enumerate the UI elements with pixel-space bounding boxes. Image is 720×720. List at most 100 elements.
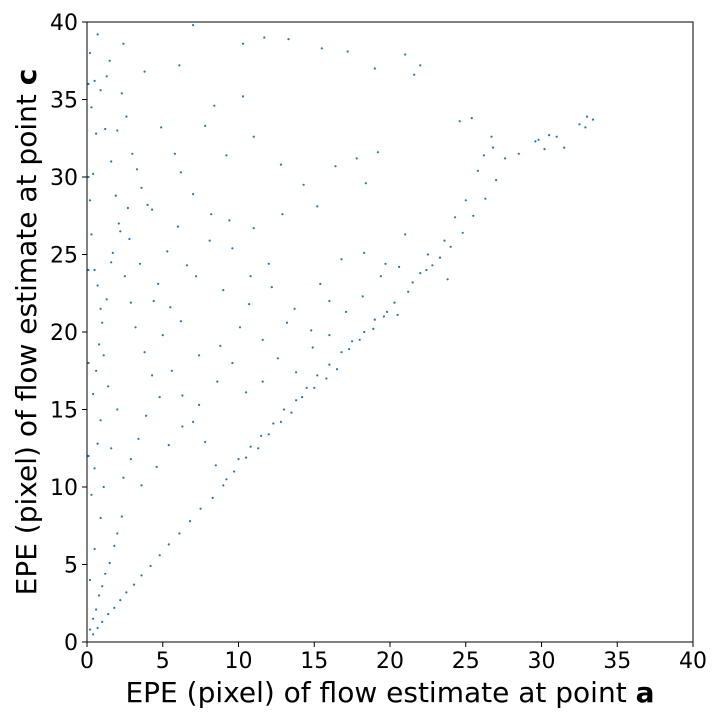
scatter-point — [413, 73, 416, 76]
scatter-point — [143, 351, 146, 354]
scatter-point — [276, 357, 279, 360]
scatter-point — [93, 547, 96, 551]
scatter-point — [114, 194, 117, 197]
scatter-point — [302, 183, 305, 186]
scatter-point — [543, 148, 546, 151]
y-axis-ticks: 0 5 10 15 20 25 30 35 40 — [50, 11, 87, 656]
scatter-point — [281, 213, 284, 216]
scatter-point — [446, 278, 449, 281]
scatter-point — [285, 321, 289, 324]
scatter-point — [263, 36, 266, 39]
scatter-point — [90, 106, 93, 109]
scatter-point — [534, 140, 537, 143]
scatter-point — [126, 206, 129, 210]
scatter-point — [363, 330, 366, 334]
scatter-point — [116, 129, 119, 132]
scatter-point — [225, 478, 228, 481]
scatter-point — [517, 152, 520, 155]
scatter-point — [373, 318, 376, 321]
scatter-point — [93, 79, 96, 82]
scatter-point — [328, 334, 331, 337]
x-tick-label: 10 — [225, 649, 253, 674]
scatter-point — [96, 442, 99, 445]
scatter-point — [122, 476, 125, 479]
scatter-point — [146, 203, 149, 206]
scatter-point — [295, 371, 298, 374]
scatter-point — [92, 633, 95, 636]
scatter-point — [111, 251, 114, 254]
scatter-point — [249, 445, 252, 448]
scatter-point — [438, 256, 442, 259]
x-tick-label: 20 — [376, 649, 404, 674]
scatter-point — [407, 290, 410, 293]
scatter-point — [316, 374, 319, 377]
scatter-point — [204, 124, 207, 127]
scatter-point — [93, 467, 96, 470]
scatter-point — [128, 237, 131, 241]
scatter-point — [101, 620, 104, 624]
scatter-point — [320, 47, 323, 50]
scatter-point — [151, 374, 154, 377]
scatter-point — [257, 447, 260, 450]
scatter-point — [170, 369, 173, 372]
scatter-point — [222, 484, 225, 487]
scatter-point — [272, 422, 275, 425]
scatter-point — [107, 385, 110, 388]
scatter-point — [316, 205, 319, 208]
scatter-point — [195, 275, 198, 278]
x-tick-label: 0 — [80, 649, 94, 674]
scatter-point — [295, 399, 298, 402]
scatter-point — [87, 361, 90, 365]
scatter-point — [105, 75, 108, 78]
scatter-point — [90, 493, 93, 496]
scatter-point — [119, 599, 122, 602]
scatter-point — [95, 132, 98, 135]
scatter-point — [181, 394, 184, 397]
scatter-point — [404, 53, 407, 56]
scatter-point — [419, 64, 422, 67]
scatter-point — [198, 403, 201, 406]
scatter-point — [108, 59, 111, 62]
scatter-point — [120, 515, 123, 518]
y-tick-label: 0 — [64, 631, 78, 656]
scatter-point — [419, 272, 422, 275]
scatter-point — [192, 420, 195, 423]
scatter-point — [348, 348, 351, 351]
scatter-point — [92, 172, 95, 175]
scatter-point — [93, 268, 96, 272]
scatter-point — [373, 67, 376, 70]
scatter-point — [261, 380, 264, 383]
scatter-point — [110, 160, 113, 163]
scatter-point — [484, 197, 487, 200]
scatter-point — [385, 310, 389, 313]
scatter-point — [87, 175, 90, 179]
scatter-point — [382, 315, 385, 318]
scatter-point — [393, 301, 396, 304]
scatter-point — [358, 338, 361, 341]
y-tick-label: 20 — [50, 321, 78, 346]
scatter-point — [404, 233, 407, 236]
scatter-point — [351, 340, 354, 343]
scatter-point — [96, 626, 99, 630]
scatter-point — [591, 118, 595, 121]
scatter-point — [578, 123, 581, 126]
scatter-point — [173, 152, 176, 155]
scatter-point — [96, 284, 99, 287]
scatter-point — [102, 354, 105, 357]
x-axis-label: EPE (pixel) of flow estimate at point a — [125, 676, 654, 709]
scatter-point — [464, 199, 467, 202]
scatter-point — [214, 464, 217, 467]
scatter-point — [87, 82, 90, 86]
scatter-point — [188, 520, 192, 523]
scatter-point — [125, 591, 128, 594]
scatter-point — [176, 225, 179, 228]
scatter-point — [364, 182, 367, 185]
scatter-point — [145, 414, 148, 417]
scatter-point — [340, 258, 343, 261]
scatter-point — [431, 264, 434, 267]
scatter-point — [161, 334, 164, 337]
scatter-point — [411, 281, 414, 284]
scatter-point — [151, 208, 154, 211]
scatter-point — [372, 327, 375, 330]
